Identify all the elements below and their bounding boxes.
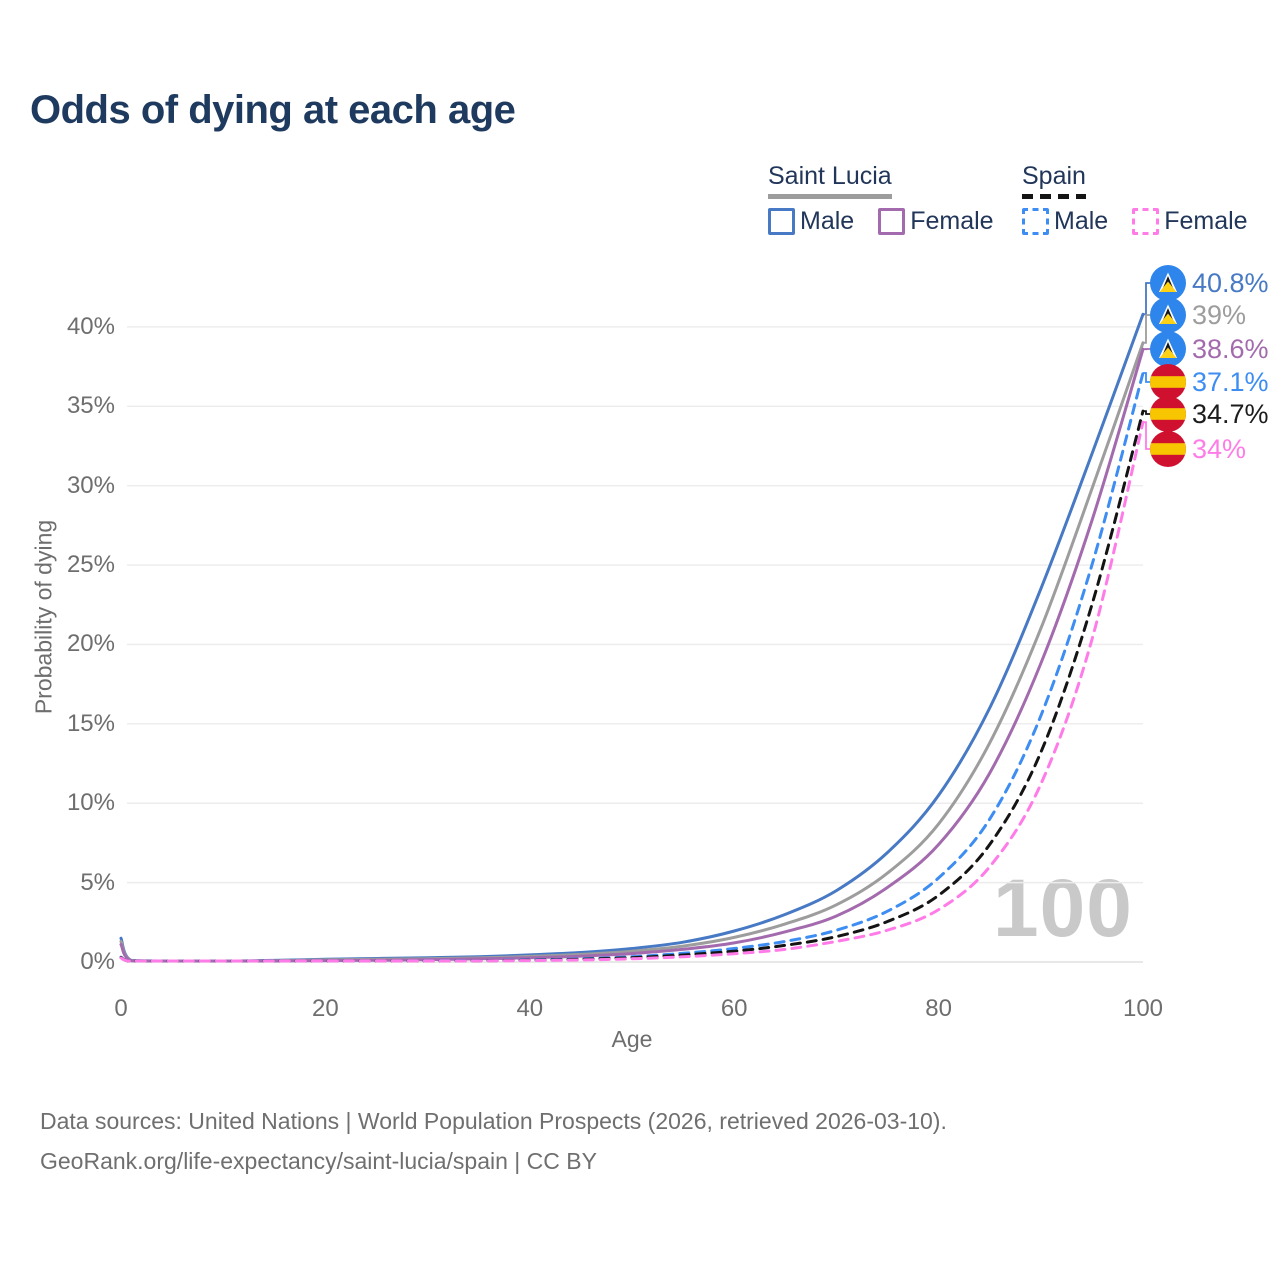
y-tick-label: 5% <box>80 868 115 896</box>
spain-flag-icon <box>1150 431 1186 467</box>
end-label-value: 34.7% <box>1192 398 1269 429</box>
saint-lucia-flag-icon <box>1150 331 1186 367</box>
legend-swatch-dashed-pink[interactable] <box>1132 208 1160 235</box>
end-label-connector <box>1143 410 1152 415</box>
y-tick-label: 0% <box>80 948 115 975</box>
legend-country-label: Saint Lucia <box>768 162 892 190</box>
saint-lucia-flag-icon <box>1150 297 1186 333</box>
end-label-connector <box>1143 421 1152 450</box>
spain-flag-icon <box>1150 364 1186 400</box>
legend-item-spain-male[interactable]: Male <box>1022 207 1108 236</box>
legend-item-saint-lucia-male[interactable]: Male <box>768 207 854 236</box>
footer-line-1: Data sources: United Nations | World Pop… <box>40 1108 947 1134</box>
legend-group-spain: Spain Male Female <box>1022 162 1248 236</box>
legend-item-saint-lucia-female[interactable]: Female <box>878 207 994 236</box>
legend-item-spain-female[interactable]: Female <box>1132 207 1248 236</box>
end-label-connector <box>1143 372 1152 383</box>
end-label-value: 34% <box>1192 433 1247 464</box>
end-label-connector <box>1143 282 1152 316</box>
x-tick-label: 60 <box>720 995 748 1022</box>
x-tick-label: 20 <box>312 995 339 1022</box>
end-label-value: 40.8% <box>1192 267 1269 298</box>
end-label-row-34: 34% <box>1150 431 1246 467</box>
y-tick-label: 15% <box>66 709 115 737</box>
end-label-connector <box>1143 314 1152 344</box>
legend-item-label: Male <box>800 207 855 235</box>
series-line-saint-lucia-female <box>119 347 1145 963</box>
end-label-value: 39% <box>1192 299 1247 330</box>
end-label-row-37.1: 37.1% <box>1150 364 1269 400</box>
legend-underline-dashed <box>1022 194 1086 199</box>
x-tick-label: 80 <box>925 995 952 1022</box>
y-tick-label: 35% <box>66 392 115 420</box>
y-tick-label: 25% <box>66 551 115 579</box>
series-line-spain-female <box>119 420 1145 963</box>
series-line-spain-male <box>119 371 1145 963</box>
x-tick-label: 100 <box>1122 995 1164 1022</box>
end-label-row-40.8: 40.8% <box>1150 265 1269 301</box>
end-label-value: 37.1% <box>1192 366 1269 397</box>
legend-item-label: Female <box>910 207 994 235</box>
end-label-value: 38.6% <box>1192 333 1269 364</box>
x-tick-label: 40 <box>516 995 544 1022</box>
footer-line-2: GeoRank.org/life-expectancy/saint-lucia/… <box>40 1148 597 1174</box>
x-axis-title: Age <box>611 1026 653 1052</box>
legend-country-spain: Spain <box>1022 162 1086 199</box>
series-line-saint-lucia-both-sexes <box>119 341 1145 963</box>
end-label-row-38.6: 38.6% <box>1150 331 1269 367</box>
page-title: Odds of dying at each age <box>30 88 516 132</box>
legend-country-label: Spain <box>1022 162 1086 190</box>
legend-swatch-solid-blue[interactable] <box>768 208 795 235</box>
age-watermark: 100 <box>993 863 1133 954</box>
legend-group-saint-lucia: Saint Lucia Male Female <box>768 162 994 236</box>
end-label-row-39: 39% <box>1150 297 1246 333</box>
y-tick-label: 40% <box>66 312 115 340</box>
y-tick-label: 20% <box>66 630 115 658</box>
legend-item-label: Male <box>1054 207 1109 235</box>
saint-lucia-flag-icon <box>1150 265 1186 301</box>
legend-country-saint-lucia: Saint Lucia <box>768 162 892 199</box>
legend-swatch-dashed-blue[interactable] <box>1022 208 1049 235</box>
y-tick-label: 10% <box>66 789 115 817</box>
end-label-row-34.7: 34.7% <box>1150 396 1269 432</box>
y-tick-label: 30% <box>66 471 115 499</box>
legend-underline-solid <box>768 194 892 199</box>
x-tick-label: 0 <box>114 995 128 1022</box>
spain-flag-icon <box>1150 396 1186 432</box>
legend-swatch-solid-purple[interactable] <box>878 208 906 235</box>
legend-item-label: Female <box>1164 207 1248 235</box>
series-line-spain-both-sexes <box>119 409 1145 963</box>
series-line-saint-lucia-male <box>119 312 1145 963</box>
